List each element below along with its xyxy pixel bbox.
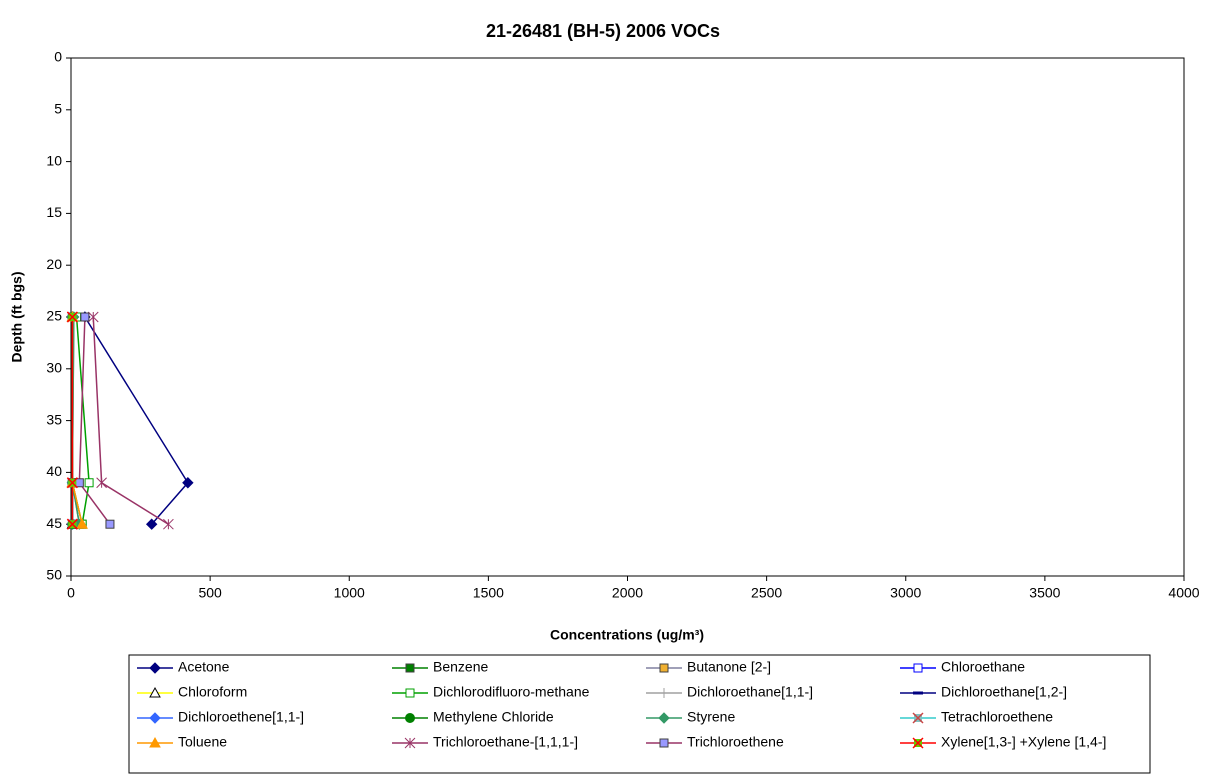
legend-box [128, 654, 1151, 774]
marker-x [66, 518, 78, 530]
series-line [84, 316, 189, 525]
x-tick-label: 1000 [334, 585, 365, 601]
marker [74, 478, 84, 488]
marker-x [912, 737, 924, 749]
legend-label: Chloroform [178, 684, 247, 700]
y-tick-label: 35 [46, 411, 62, 427]
y-tick-label: 40 [46, 463, 62, 479]
x-tick-label: 0 [67, 585, 75, 601]
marker-x [66, 477, 78, 489]
y-tick-label: 20 [46, 256, 62, 272]
marker [659, 688, 669, 698]
y-tick-label: 50 [46, 567, 62, 583]
legend-label: Trichloroethene [687, 734, 784, 750]
chart-title: 21-26481 (BH-5) 2006 VOCs [486, 21, 720, 41]
legend-label: Dichloroethene[1,1-] [178, 709, 304, 725]
marker [80, 312, 90, 322]
marker [163, 518, 174, 530]
marker [76, 518, 88, 529]
marker [405, 663, 415, 673]
x-tick-label: 4000 [1168, 585, 1199, 601]
legend-label: Dichloroethane[1,2-] [941, 684, 1067, 700]
marker [182, 477, 194, 489]
legend-label: Acetone [178, 659, 230, 675]
marker [405, 713, 415, 723]
marker [404, 737, 416, 749]
marker [66, 311, 78, 323]
marker [149, 662, 161, 674]
x-tick-label: 3000 [890, 585, 921, 601]
marker [149, 712, 161, 724]
x-tick-label: 2500 [751, 585, 782, 601]
legend-label: Benzene [433, 659, 488, 675]
legend-label: Dichloroethane[1,1-] [687, 684, 813, 700]
x-tick-label: 3500 [1029, 585, 1060, 601]
marker [84, 478, 94, 488]
marker [149, 736, 161, 748]
marker [658, 712, 670, 724]
legend-label: Xylene[1,3-] +Xylene [1,4-] [941, 734, 1106, 750]
plot-area [70, 57, 1185, 577]
marker [405, 688, 415, 698]
marker [659, 738, 669, 748]
y-tick-label: 5 [54, 101, 62, 117]
legend-label: Chloroethane [941, 659, 1025, 675]
legend-label: Tetrachloroethene [941, 709, 1053, 725]
x-tick-label: 500 [198, 585, 222, 601]
marker [66, 518, 78, 530]
marker [659, 663, 669, 673]
marker [145, 518, 158, 530]
x-tick-label: 2000 [612, 585, 643, 601]
marker-x [912, 712, 924, 724]
y-tick-label: 15 [46, 204, 62, 220]
y-tick-label: 10 [46, 152, 62, 168]
y-tick-label: 30 [46, 360, 62, 376]
legend-label: Styrene [687, 709, 735, 725]
marker [149, 686, 161, 698]
marker [105, 519, 115, 529]
marker [912, 712, 924, 724]
legend-label: Trichloroethane-[1,1,1-] [433, 734, 578, 750]
y-tick-label: 0 [54, 49, 62, 65]
legend-label: Toluene [178, 734, 227, 750]
marker [912, 737, 924, 749]
marker [96, 477, 107, 489]
legend-label: Butanone [2-] [687, 659, 771, 675]
marker [913, 663, 923, 673]
legend-label: Dichlorodifluoro-methane [433, 684, 590, 700]
legend-label: Methylene Chloride [433, 709, 554, 725]
marker [87, 311, 99, 323]
y-tick-label: 25 [46, 308, 62, 324]
marker-x [66, 311, 78, 323]
y-axis-label: Depth (ft bgs) [9, 272, 25, 363]
x-tick-label: 1500 [473, 585, 504, 601]
x-axis-label: Concentrations (ug/m³) [550, 627, 704, 643]
marker [66, 477, 78, 489]
y-tick-label: 45 [46, 515, 62, 531]
